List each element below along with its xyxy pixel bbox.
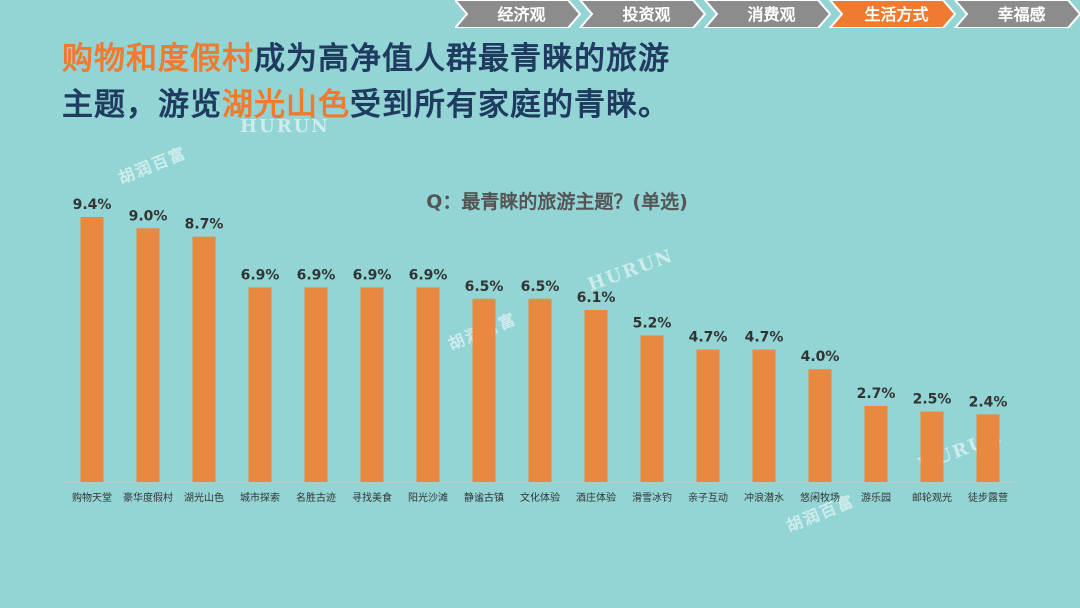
- category-label: 文化体验: [520, 491, 560, 504]
- nav-tab-shape[interactable]: [578, 0, 707, 28]
- bar-12: [696, 349, 720, 482]
- section-nav: 经济观 投资观 消费观 生活方式 幸福感: [455, 0, 1080, 28]
- bar-value-label: 6.1%: [577, 290, 616, 306]
- category-label: 寻找美食: [352, 491, 392, 504]
- bar-11: [640, 335, 664, 482]
- bar-value-label: 6.5%: [465, 279, 504, 295]
- bar-value-label: 2.7%: [857, 386, 896, 402]
- bar-value-label: 6.9%: [409, 267, 448, 283]
- watermark-hurun-logo: HURUN: [240, 116, 330, 137]
- category-label: 滑雪冰钓: [632, 491, 672, 504]
- bar-14: [808, 369, 832, 482]
- bar-value-label: 6.9%: [353, 267, 392, 283]
- category-label: 豪华度假村: [123, 491, 173, 504]
- category-label: 邮轮观光: [912, 491, 952, 504]
- bar-value-label: 2.5%: [913, 392, 952, 408]
- bar-10: [584, 310, 608, 482]
- bar-15: [864, 405, 888, 482]
- title-text-1: 成为高净值人群最青睐的旅游: [254, 41, 670, 77]
- bar-1: [80, 217, 104, 482]
- nav-tab-label[interactable]: 经济观: [497, 5, 545, 24]
- bar-value-label: 4.0%: [801, 349, 840, 365]
- category-label: 静谧古镇: [464, 491, 504, 504]
- bar-value-label: 6.5%: [521, 279, 560, 295]
- bar-value-label: 5.2%: [633, 315, 672, 331]
- bar-4: [248, 287, 272, 482]
- bar-17: [976, 414, 1000, 482]
- section-tabs: 经济观 投资观 消费观 生活方式 幸福感: [455, 0, 1080, 28]
- bar-16: [920, 411, 944, 482]
- title-highlight-2: 湖光山色: [222, 87, 350, 123]
- nav-tab-shape[interactable]: [455, 0, 582, 28]
- bar-value-label: 9.0%: [129, 208, 168, 224]
- bar-value-label: 6.9%: [241, 267, 280, 283]
- category-label: 亲子互动: [688, 491, 728, 504]
- category-label: 湖光山色: [184, 491, 224, 504]
- title-text-3: 受到所有家庭的青睐。: [350, 87, 670, 123]
- nav-tab-shape[interactable]: [703, 0, 832, 28]
- page-title: 购物和度假村成为高净值人群最青睐的旅游 主题，游览湖光山色受到所有家庭的青睐。: [62, 36, 822, 128]
- bar-value-label: 2.4%: [969, 394, 1008, 410]
- bar-value-label: 6.9%: [297, 267, 336, 283]
- bar-13: [752, 349, 776, 482]
- nav-tab-label[interactable]: 投资观: [622, 5, 670, 24]
- category-label: 名胜古迹: [296, 491, 336, 504]
- chart-title: Q：最青睐的旅游主题？(单选): [426, 190, 688, 213]
- category-label: 冲浪潜水: [744, 491, 784, 504]
- title-text-2: 主题，游览: [62, 87, 222, 123]
- category-label: 阳光沙滩: [408, 491, 448, 504]
- bar-3: [192, 236, 216, 482]
- category-label: 城市探索: [240, 491, 280, 504]
- category-label: 酒庄体验: [576, 491, 616, 504]
- bar-value-label: 4.7%: [689, 330, 728, 346]
- bar-7: [416, 287, 440, 482]
- bar-8: [472, 298, 496, 482]
- nav-tab-shape[interactable]: [828, 0, 957, 28]
- bar-2: [136, 228, 160, 482]
- bar-5: [304, 287, 328, 482]
- nav-tab-label[interactable]: 生活方式: [864, 5, 928, 24]
- category-label: 购物天堂: [72, 491, 112, 504]
- nav-tab-label[interactable]: 幸福感: [997, 5, 1045, 24]
- bar-value-label: 4.7%: [745, 330, 784, 346]
- bar-value-label: 9.4%: [73, 197, 112, 213]
- bar-value-label: 8.7%: [185, 217, 224, 233]
- nav-tab-label[interactable]: 消费观: [747, 5, 795, 24]
- title-highlight-1: 购物和度假村: [62, 41, 254, 77]
- category-label: 徒步露营: [968, 491, 1008, 504]
- bar-9: [528, 298, 552, 482]
- category-label: 悠闲牧场: [800, 491, 840, 504]
- bar-6: [360, 287, 384, 482]
- category-label: 游乐园: [861, 491, 891, 504]
- nav-tab-shape[interactable]: [953, 0, 1080, 28]
